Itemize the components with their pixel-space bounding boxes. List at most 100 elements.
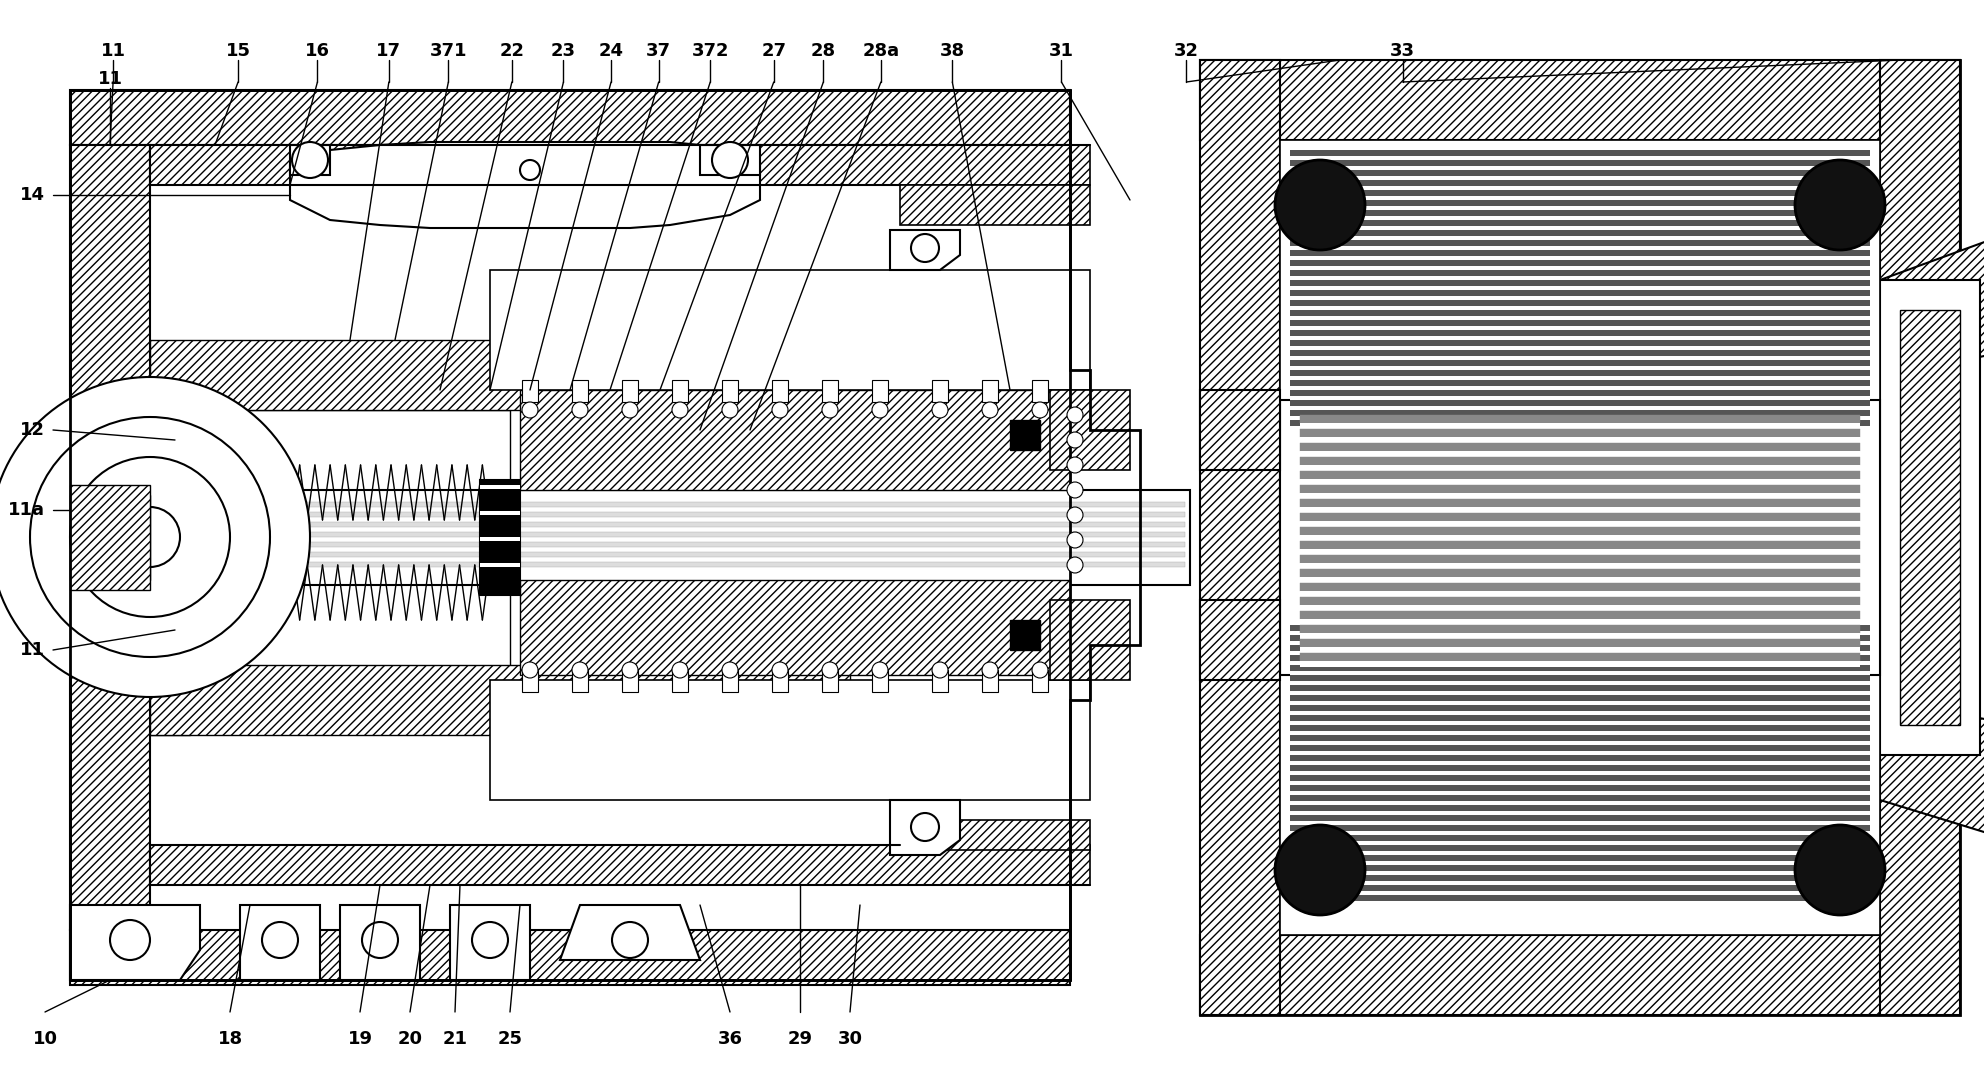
- Bar: [1290, 771, 1871, 775]
- Polygon shape: [1881, 240, 1984, 379]
- Text: 31: 31: [1050, 42, 1073, 60]
- Bar: [1300, 471, 1861, 479]
- Bar: [1300, 577, 1861, 583]
- Bar: [623, 670, 639, 692]
- Circle shape: [772, 662, 788, 678]
- Bar: [1300, 443, 1861, 452]
- Circle shape: [712, 142, 748, 178]
- Bar: [75, 562, 1184, 567]
- Circle shape: [1067, 432, 1083, 448]
- Bar: [151, 145, 1089, 185]
- Bar: [1290, 340, 1871, 346]
- Text: 21: 21: [442, 1030, 468, 1048]
- Bar: [1290, 376, 1871, 379]
- Bar: [1290, 250, 1871, 256]
- Bar: [151, 565, 510, 675]
- Bar: [1300, 597, 1861, 605]
- Bar: [69, 670, 151, 930]
- Circle shape: [932, 402, 948, 418]
- Text: 17: 17: [377, 42, 401, 60]
- Bar: [1300, 422, 1861, 429]
- Bar: [1280, 400, 1881, 675]
- Polygon shape: [891, 230, 960, 270]
- Text: 23: 23: [552, 42, 575, 60]
- Bar: [1290, 426, 1871, 430]
- Bar: [1290, 651, 1871, 655]
- Bar: [821, 379, 837, 402]
- Bar: [1290, 711, 1871, 715]
- Bar: [1290, 705, 1871, 711]
- Bar: [1290, 821, 1871, 825]
- Text: 25: 25: [498, 1030, 522, 1048]
- Bar: [1300, 619, 1861, 625]
- Text: 24: 24: [599, 42, 623, 60]
- Text: 28a: 28a: [863, 42, 899, 60]
- Bar: [1290, 356, 1871, 360]
- Bar: [75, 522, 1184, 527]
- Bar: [1290, 306, 1871, 310]
- Bar: [1290, 230, 1871, 236]
- Bar: [1290, 871, 1871, 875]
- Circle shape: [611, 922, 649, 958]
- Bar: [821, 670, 837, 692]
- Bar: [1290, 350, 1871, 356]
- Bar: [1290, 420, 1871, 426]
- Bar: [69, 145, 151, 405]
- Polygon shape: [559, 905, 700, 960]
- Circle shape: [1032, 662, 1048, 678]
- Bar: [69, 494, 151, 580]
- Bar: [1290, 346, 1871, 350]
- Bar: [1290, 226, 1871, 230]
- Bar: [1290, 865, 1871, 871]
- Bar: [1290, 845, 1871, 851]
- Bar: [1300, 493, 1861, 499]
- Polygon shape: [69, 905, 200, 980]
- Bar: [1290, 406, 1871, 410]
- Circle shape: [1276, 160, 1365, 250]
- Bar: [490, 680, 1089, 800]
- Bar: [20, 90, 1180, 985]
- Bar: [772, 379, 788, 402]
- Circle shape: [119, 507, 181, 567]
- Bar: [1290, 641, 1871, 645]
- Bar: [1290, 885, 1871, 891]
- Bar: [1881, 60, 1960, 1015]
- Bar: [1290, 855, 1871, 861]
- Bar: [1290, 320, 1871, 326]
- Circle shape: [262, 922, 298, 958]
- Bar: [480, 485, 520, 489]
- Bar: [490, 270, 1089, 390]
- Bar: [1032, 670, 1048, 692]
- Bar: [772, 670, 788, 692]
- Bar: [1290, 661, 1871, 665]
- Bar: [1290, 326, 1871, 330]
- Bar: [1300, 661, 1861, 666]
- Circle shape: [292, 142, 327, 178]
- Bar: [1290, 276, 1871, 280]
- Bar: [1300, 479, 1861, 485]
- Bar: [1290, 386, 1871, 390]
- Bar: [1290, 360, 1871, 366]
- Bar: [1290, 721, 1871, 725]
- Bar: [1290, 176, 1871, 180]
- Circle shape: [821, 662, 837, 678]
- Bar: [1290, 811, 1871, 815]
- Bar: [1290, 400, 1871, 406]
- Circle shape: [522, 662, 538, 678]
- Circle shape: [109, 920, 151, 960]
- Bar: [1290, 240, 1871, 246]
- Bar: [1300, 563, 1861, 569]
- Bar: [1290, 675, 1871, 680]
- Text: 32: 32: [1175, 42, 1198, 60]
- Polygon shape: [339, 905, 421, 980]
- Bar: [1300, 555, 1861, 563]
- Bar: [1290, 366, 1871, 370]
- Bar: [69, 485, 151, 590]
- Bar: [1300, 535, 1861, 541]
- Circle shape: [821, 402, 837, 418]
- Bar: [1290, 835, 1871, 841]
- Bar: [1290, 805, 1871, 811]
- Circle shape: [361, 922, 399, 958]
- Bar: [571, 670, 587, 692]
- Bar: [75, 532, 1184, 538]
